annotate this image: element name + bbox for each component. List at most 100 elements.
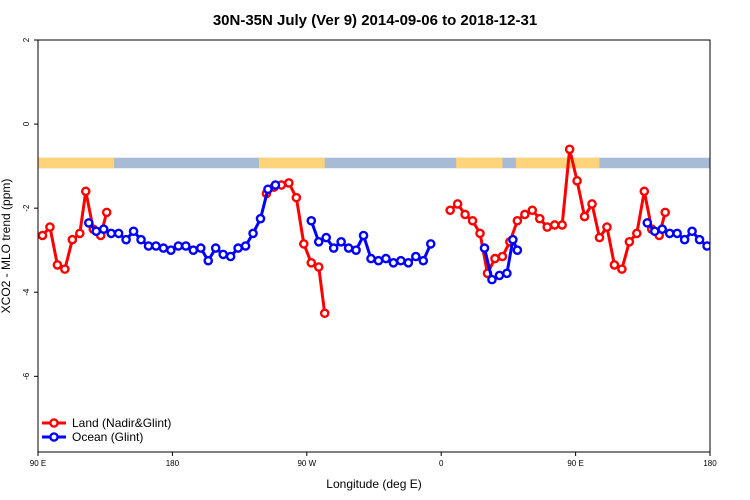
y-tick-label: -4 xyxy=(22,288,31,296)
ocean-data-point xyxy=(263,184,273,195)
ocean-data-point xyxy=(128,226,139,237)
ocean-band xyxy=(38,157,710,169)
ocean-data-point xyxy=(188,245,199,256)
land-data-point xyxy=(542,222,553,232)
land-data-point xyxy=(617,264,627,274)
ocean-data-point xyxy=(240,241,251,251)
land-data-point xyxy=(579,211,590,222)
ocean-data-point xyxy=(136,234,146,245)
land-data-point xyxy=(460,209,470,220)
ocean-data-point xyxy=(403,258,414,268)
ocean-data-point xyxy=(166,245,176,256)
ocean-data-point xyxy=(702,241,710,251)
land-data-point xyxy=(594,232,605,243)
ocean-data-point xyxy=(502,268,512,279)
ocean-data-point xyxy=(672,228,682,239)
ocean-data-point xyxy=(709,244,710,248)
land-data-point xyxy=(319,308,330,319)
x-tick-label: 180 xyxy=(166,459,180,468)
ocean-data-point xyxy=(321,232,332,243)
ocean-data-point xyxy=(381,253,391,264)
y-tick-label: 2 xyxy=(22,37,31,42)
ocean-data-point xyxy=(255,213,266,224)
land-data-point xyxy=(534,213,545,224)
x-tick-label: 90 E xyxy=(567,459,583,468)
ocean-data-point xyxy=(388,258,399,268)
land-data-point xyxy=(67,234,78,245)
ocean-data-point xyxy=(173,241,184,251)
plot-frame xyxy=(37,39,711,453)
land-data-point xyxy=(52,260,63,270)
ocean-data-point xyxy=(248,228,258,239)
ocean-data-point xyxy=(694,234,705,245)
land-data-point xyxy=(512,215,523,226)
land-data-point xyxy=(660,207,671,218)
land-data-point xyxy=(572,176,582,186)
axes: 90 E 180 90 W 0 90 E 180 2 0 -2 -4 -6 xyxy=(22,37,717,468)
ocean-legend-marker xyxy=(49,432,59,442)
ocean-data-point xyxy=(351,245,361,256)
ocean-data-point xyxy=(679,234,690,245)
land-data-point xyxy=(313,262,324,272)
ocean-data-point xyxy=(306,215,317,226)
legend: Land (Nadir&Glint)Ocean (Glint) xyxy=(42,416,171,444)
ocean-data-point xyxy=(718,245,725,252)
ocean-data-point xyxy=(313,236,324,247)
land-data-point xyxy=(45,222,55,232)
land-data-point xyxy=(475,228,485,239)
ocean-data-point xyxy=(203,255,214,266)
ocean-data-point xyxy=(425,239,436,249)
y-tick-label: 0 xyxy=(22,121,31,126)
land-data-point xyxy=(467,215,478,226)
ocean-data-point xyxy=(83,218,94,228)
chart-title: 30N-35N July (Ver 9) 2014-09-06 to 2018-… xyxy=(213,12,537,29)
ocean-legend-label: Ocean (Glint) xyxy=(72,430,143,444)
ocean-data-point xyxy=(121,234,131,245)
ocean-data-point xyxy=(336,236,346,247)
land-data-point xyxy=(557,220,567,230)
ocean-data-point xyxy=(642,218,653,228)
ocean-data-point xyxy=(512,245,523,256)
land-data-point xyxy=(38,230,48,241)
land-data-point xyxy=(549,220,560,230)
ocean-data-point xyxy=(106,228,116,239)
ocean-data-point xyxy=(366,253,376,264)
land-data-point xyxy=(564,144,575,155)
ocean-data-point xyxy=(151,241,161,251)
land-data-point xyxy=(101,207,112,218)
land-data-point xyxy=(520,209,530,220)
x-tick-label: 90 E xyxy=(30,459,46,468)
ocean-data-point xyxy=(98,224,109,234)
ocean-data-point xyxy=(396,255,406,266)
land-data-point xyxy=(299,239,309,249)
plot-area xyxy=(38,144,725,319)
land-data-point xyxy=(452,199,463,209)
ocean-data-point xyxy=(649,226,660,237)
y-tick-label: -2 xyxy=(22,204,31,212)
x-axis-label: Longitude (deg E) xyxy=(326,477,421,491)
ocean-data-point xyxy=(158,243,169,253)
ocean-data-point xyxy=(664,228,675,239)
ocean-data-point xyxy=(210,243,221,253)
x-tick-label: 90 W xyxy=(297,459,316,468)
land-data-point xyxy=(587,199,597,209)
ocean-data-point xyxy=(411,251,421,262)
x-tick-label: 0 xyxy=(439,459,444,468)
land-data-point xyxy=(80,186,91,197)
ocean-data-point xyxy=(91,226,102,237)
land-data-point xyxy=(306,258,317,268)
land-data-point xyxy=(60,264,70,274)
land-data-point xyxy=(284,178,294,188)
ocean-data-point xyxy=(181,241,191,251)
ocean-data-point xyxy=(328,243,339,253)
ocean-data-point xyxy=(494,270,505,281)
land-data-point xyxy=(639,186,650,197)
ocean-data-point xyxy=(233,243,243,253)
ocean-data-point xyxy=(418,255,429,266)
land-data-point xyxy=(602,222,612,232)
land-series-line xyxy=(265,181,327,314)
land-data-point xyxy=(75,228,85,239)
land-data-point xyxy=(609,260,620,270)
land-data-point xyxy=(632,228,642,239)
